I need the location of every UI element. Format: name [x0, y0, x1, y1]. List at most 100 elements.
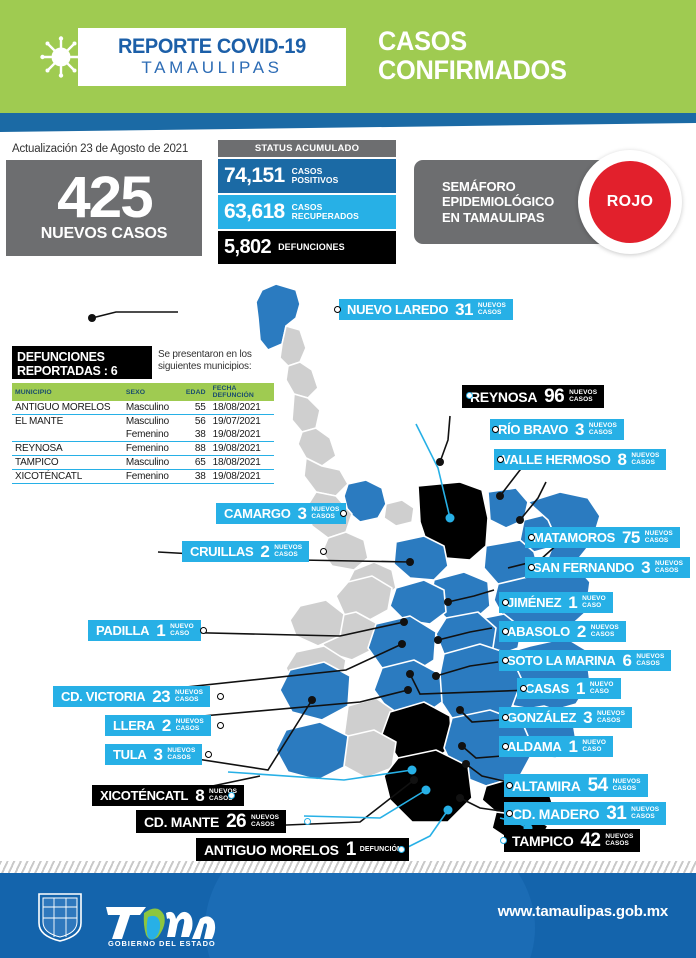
- status-recuperados-number: 63,618: [224, 200, 285, 223]
- callout-unit: NUEVOS CASOS: [251, 814, 279, 829]
- callout-dot-rio-bravo: [492, 426, 499, 433]
- callout-unit: NUEVOS CASOS: [589, 422, 617, 437]
- callout-unit-1: NUEVO: [582, 594, 606, 602]
- semaforo-text: SEMÁFORO EPIDEMIOLÓGICO EN TAMAULIPAS: [414, 179, 554, 225]
- callout-value: 3: [575, 419, 584, 439]
- callout-cruillas[interactable]: CRUILLAS 2 NUEVOS CASOS: [182, 541, 310, 562]
- callout-reynosa[interactable]: REYNOSA 96 NUEVOS CASOS: [462, 385, 605, 408]
- defunciones-title-line-2: REPORTADAS : 6: [17, 364, 118, 379]
- callout-xicotencatl[interactable]: XICOTÉNCATL 8 NUEVOS CASOS: [92, 785, 245, 806]
- callout-padilla[interactable]: PADILLA 1 NUEVO CASO: [88, 620, 201, 641]
- callout-antiguo-morelos[interactable]: ANTIGUO MORELOS 1 DEFUNCIÓN: [196, 838, 410, 861]
- callout-unit-2: CASOS: [311, 512, 335, 520]
- callout-unit: NUEVO CASO: [590, 681, 614, 696]
- callout-unit-1: NUEVOS: [590, 623, 619, 631]
- callout-unit-1: NUEVOS: [569, 388, 598, 396]
- cell-sexo: Masculino: [125, 416, 170, 427]
- leader-mante-cyan: [303, 789, 427, 819]
- callout-unit-2: CASOS: [644, 536, 669, 544]
- status-header: STATUS ACUMULADO: [218, 140, 396, 157]
- callout-unit-2: CASO: [170, 629, 190, 637]
- status-panel: STATUS ACUMULADO 74,151 CASOS POSITIVOS …: [218, 140, 396, 264]
- page-title: CASOS CONFIRMADOS: [378, 26, 579, 85]
- callout-unit-2: CASOS: [590, 630, 615, 638]
- callout-unit-2: CASOS: [605, 839, 629, 847]
- callout-dot-reynosa: [466, 392, 473, 399]
- semaforo-line-2: EPIDEMIOLÓGICO: [442, 194, 555, 210]
- callout-camargo[interactable]: CAMARGO 3 NUEVOS CASOS: [216, 503, 347, 524]
- cell-fecha: 19/08/2021: [209, 469, 274, 484]
- callout-value: 75: [622, 527, 640, 547]
- map-region-tula: [279, 661, 351, 721]
- callout-value: 2: [161, 715, 171, 735]
- map-region-mier: [285, 361, 319, 399]
- status-positivos-number: 74,151: [224, 164, 285, 187]
- leader-cd-mante: [261, 779, 415, 827]
- callout-unit: NUEVO CASO: [582, 594, 606, 610]
- callout-abasolo[interactable]: ABASOLO 2 NUEVOS CASOS: [499, 621, 626, 642]
- callout-cd-madero[interactable]: CD. MADERO 31 NUEVOS CASOS: [504, 802, 667, 825]
- callout-casas[interactable]: CASAS 1 NUEVO CASO: [517, 678, 621, 699]
- callout-dot-cruillas: [320, 548, 327, 555]
- callout-rio-bravo[interactable]: RÍO BRAVO 3 NUEVOS CASOS: [490, 419, 624, 440]
- semaforo-line-1: SEMÁFORO: [442, 179, 516, 194]
- callout-name: CAMARGO: [224, 506, 291, 521]
- callout-tula[interactable]: TULA 3 NUEVOS CASOS: [105, 744, 203, 765]
- callout-name: CD. MADERO: [512, 805, 600, 822]
- leader-jimenez: [447, 589, 495, 603]
- callout-name: SOTO LA MARINA: [507, 653, 616, 668]
- leader-cd-victoria: [157, 643, 403, 691]
- callout-unit: NUEVOS CASOS: [478, 302, 506, 317]
- cell-municipio: XICOTÉNCATL: [12, 469, 123, 484]
- map-region-gray-d: [383, 499, 415, 527]
- callout-valle-hermoso[interactable]: VALLE HERMOSO 8 NUEVOS CASOS: [494, 449, 667, 470]
- callout-unit-2: CASO: [582, 745, 602, 753]
- callout-unit-2: CASO: [582, 601, 602, 609]
- table-row: XICOTÉNCATL Femenino 38 19/08/2021: [12, 469, 274, 484]
- leader-valle-hermoso: [519, 481, 547, 521]
- cell-sexo: Femenino: [122, 441, 183, 456]
- callout-gonzalez[interactable]: GONZÁLEZ 3 NUEVOS CASOS: [499, 707, 633, 728]
- callout-value: 3: [583, 707, 592, 727]
- callout-unit-2: CASOS: [251, 820, 275, 828]
- footer-url[interactable]: www.tamaulipas.gob.mx: [497, 903, 668, 920]
- callout-unit-1: NUEVOS: [274, 543, 303, 551]
- callout-cd-victoria[interactable]: CD. VICTORIA 23 NUEVOS CASOS: [53, 686, 211, 707]
- footer: GOBIERNO DEL ESTADO www.tamaulipas.gob.m…: [0, 873, 696, 958]
- defunciones-subtitle: Se presentaron en los siguientes municip…: [158, 349, 252, 373]
- defunciones-title-line-1: DEFUNCIONES: [17, 350, 105, 364]
- callout-aldama[interactable]: ALDAMA 1 NUEVO CASO: [499, 736, 614, 757]
- callout-unit: DEFUNCIÓN: [360, 846, 403, 853]
- map-dots-cyan: [407, 513, 533, 833]
- callout-llera[interactable]: LLERA 2 NUEVOS CASOS: [105, 715, 211, 736]
- callout-value: 23: [152, 686, 170, 706]
- callout-unit: NUEVOS CASOS: [644, 530, 673, 545]
- callout-nuevo-laredo[interactable]: NUEVO LAREDO 31 NUEVOS CASOS: [339, 299, 513, 320]
- update-date: Actualización 23 de Agosto de 2021: [12, 143, 189, 155]
- callout-tampico[interactable]: TAMPICO 42 NUEVOS CASOS: [504, 829, 641, 852]
- state-shield-icon: [38, 893, 82, 942]
- callout-matamoros[interactable]: MATAMOROS 75 NUEVOS CASOS: [525, 527, 680, 548]
- callout-altamira[interactable]: ALTAMIRA 54 NUEVOS CASOS: [504, 774, 648, 797]
- callout-san-fernando[interactable]: SAN FERNANDO 3 NUEVOS CASOS: [525, 557, 691, 578]
- callout-cd-mante[interactable]: CD. MANTE 26 NUEVOS CASOS: [136, 810, 287, 833]
- semaforo-line-3: EN TAMAULIPAS: [442, 209, 545, 225]
- callout-unit-1: NUEVOS: [311, 505, 340, 513]
- callout-value: 1: [576, 678, 585, 698]
- map-region-cruillas: [393, 535, 449, 581]
- semaforo-indicator: ROJO: [578, 150, 682, 254]
- defunciones-title: DEFUNCIONES REPORTADAS : 6: [12, 346, 152, 379]
- callout-unit: NUEVOS CASOS: [655, 560, 683, 575]
- cell-edad: 65: [182, 455, 210, 470]
- col-fecha: FECHA DEFUNCIÓN: [209, 383, 274, 401]
- callout-unit: NUEVOS CASOS: [209, 788, 237, 803]
- callout-unit-1: NUEVOS: [175, 717, 204, 725]
- cell-sexo: Masculino: [122, 455, 183, 470]
- callout-unit-2: CASOS: [636, 659, 660, 667]
- callout-unit: NUEVOS CASOS: [569, 388, 598, 404]
- cell-edad: 55: [182, 401, 210, 415]
- page-title-line-1: CASOS: [378, 26, 467, 56]
- callout-soto-la-marina[interactable]: SOTO LA MARINA 6 NUEVOS CASOS: [499, 650, 672, 671]
- callout-value: 1: [568, 592, 578, 612]
- callout-jimenez[interactable]: JIMÉNEZ 1 NUEVO CASO: [499, 592, 613, 613]
